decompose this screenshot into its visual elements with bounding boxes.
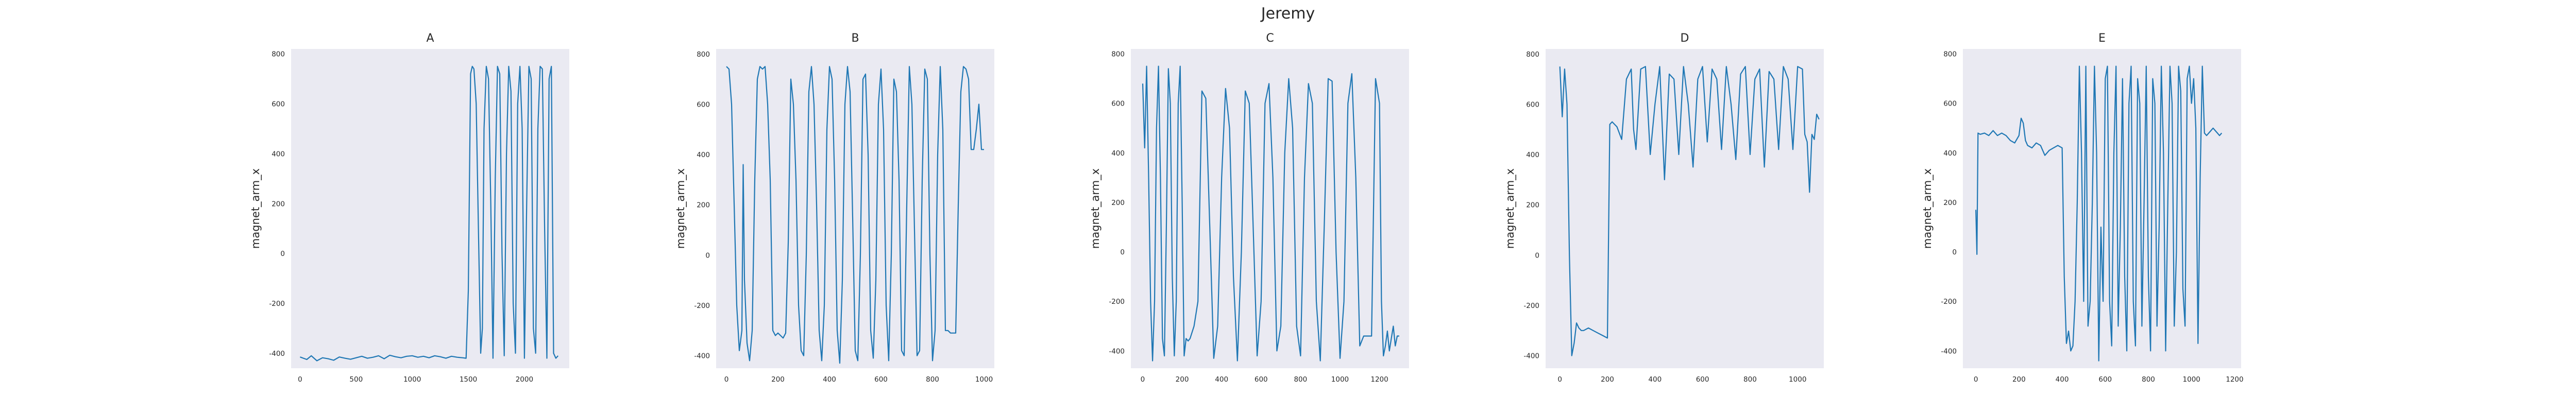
x-tick-label: 400	[823, 375, 836, 384]
y-tick-label: -400	[1941, 347, 1957, 355]
series-line-e	[1975, 65, 2223, 362]
y-axis-label: magnet_arm_x	[1504, 168, 1517, 249]
x-tick-label: 1000	[2183, 375, 2200, 384]
x-tick-label: 600	[2098, 375, 2112, 384]
y-axis-label: magnet_arm_x	[1921, 168, 1934, 249]
x-tick-label: 200	[771, 375, 785, 384]
y-tick-label: 800	[1111, 50, 1125, 59]
x-tick-label: 800	[1743, 375, 1757, 384]
y-tick-label: 400	[272, 150, 285, 158]
y-tick-label: 400	[1111, 149, 1125, 158]
y-tick-label: 600	[1526, 100, 1539, 109]
y-tick-label: -400	[1109, 347, 1125, 355]
series-line-a	[300, 65, 559, 362]
x-tick-label: 0	[298, 375, 302, 384]
x-tick-label: 1200	[2226, 375, 2243, 384]
x-tick-label: 1200	[1370, 375, 1388, 384]
x-tick-label: 2000	[516, 375, 533, 384]
x-tick-label: 500	[349, 375, 363, 384]
y-tick-label: 600	[1111, 100, 1125, 108]
x-tick-label: 1000	[403, 375, 421, 384]
y-tick-label: 200	[1943, 199, 1957, 207]
y-tick-label: 400	[1526, 151, 1539, 159]
y-axis-label: magnet_arm_x	[249, 168, 262, 249]
y-tick-label: -200	[1941, 298, 1957, 306]
x-tick-label: 1000	[975, 375, 993, 384]
y-tick-label: 800	[1943, 50, 1957, 59]
x-tick-label: 200	[1176, 375, 1189, 384]
subplot-title: D	[1681, 32, 1689, 45]
x-tick-label: 1000	[1789, 375, 1806, 384]
y-tick-label: 0	[1535, 251, 1539, 260]
y-tick-label: 600	[697, 100, 710, 109]
y-tick-label: 0	[1120, 248, 1125, 256]
x-tick-label: 0	[724, 375, 729, 384]
x-tick-label: 0	[1974, 375, 1978, 384]
y-tick-label: -400	[1523, 352, 1539, 360]
series-line-b	[726, 66, 984, 364]
y-tick-label: 800	[272, 50, 285, 59]
subplot-title: E	[2098, 32, 2106, 45]
plot-area	[716, 49, 994, 368]
x-tick-label: 600	[1255, 375, 1268, 384]
figure-title: Jeremy	[1260, 5, 1315, 23]
y-tick-label: 200	[697, 201, 710, 210]
x-tick-label: 800	[1294, 375, 1307, 384]
y-axis-label: magnet_arm_x	[674, 168, 687, 249]
y-tick-label: 0	[1952, 248, 1957, 256]
y-tick-label: 200	[272, 200, 285, 208]
series-line-d	[1559, 66, 1820, 356]
subplot-title: B	[851, 32, 859, 45]
y-tick-label: -400	[269, 350, 285, 358]
y-tick-label: -200	[694, 302, 710, 310]
y-tick-label: -200	[1109, 298, 1125, 306]
y-axis-label: magnet_arm_x	[1089, 168, 1102, 249]
y-tick-label: 600	[1943, 100, 1957, 108]
y-tick-label: 800	[1526, 50, 1539, 59]
x-tick-label: 800	[926, 375, 939, 384]
x-tick-label: 1500	[460, 375, 477, 384]
y-tick-label: -400	[694, 352, 710, 360]
x-tick-label: 0	[1557, 375, 1562, 384]
y-tick-label: 0	[280, 250, 285, 258]
series-line-c	[1142, 65, 1399, 362]
x-tick-label: 600	[1696, 375, 1709, 384]
y-tick-label: 400	[697, 151, 710, 159]
x-tick-label: 200	[2012, 375, 2026, 384]
x-tick-label: 0	[1141, 375, 1145, 384]
y-tick-label: 0	[705, 251, 710, 260]
y-tick-label: 600	[272, 100, 285, 109]
y-tick-label: 400	[1943, 149, 1957, 158]
subplot-title: C	[1266, 32, 1274, 45]
x-tick-label: 800	[2142, 375, 2155, 384]
subplot-title: A	[426, 32, 434, 45]
y-tick-label: 200	[1526, 201, 1539, 210]
x-tick-label: 200	[1601, 375, 1614, 384]
plot-area	[291, 49, 569, 368]
x-tick-label: 600	[874, 375, 888, 384]
y-tick-label: -200	[269, 300, 285, 308]
plot-area	[1546, 49, 1824, 368]
y-tick-label: -200	[1523, 302, 1539, 310]
x-tick-label: 400	[1215, 375, 1228, 384]
x-tick-label: 1000	[1331, 375, 1349, 384]
x-tick-label: 400	[1648, 375, 1662, 384]
x-tick-label: 400	[2056, 375, 2069, 384]
y-tick-label: 800	[697, 50, 710, 59]
y-tick-label: 200	[1111, 199, 1125, 207]
